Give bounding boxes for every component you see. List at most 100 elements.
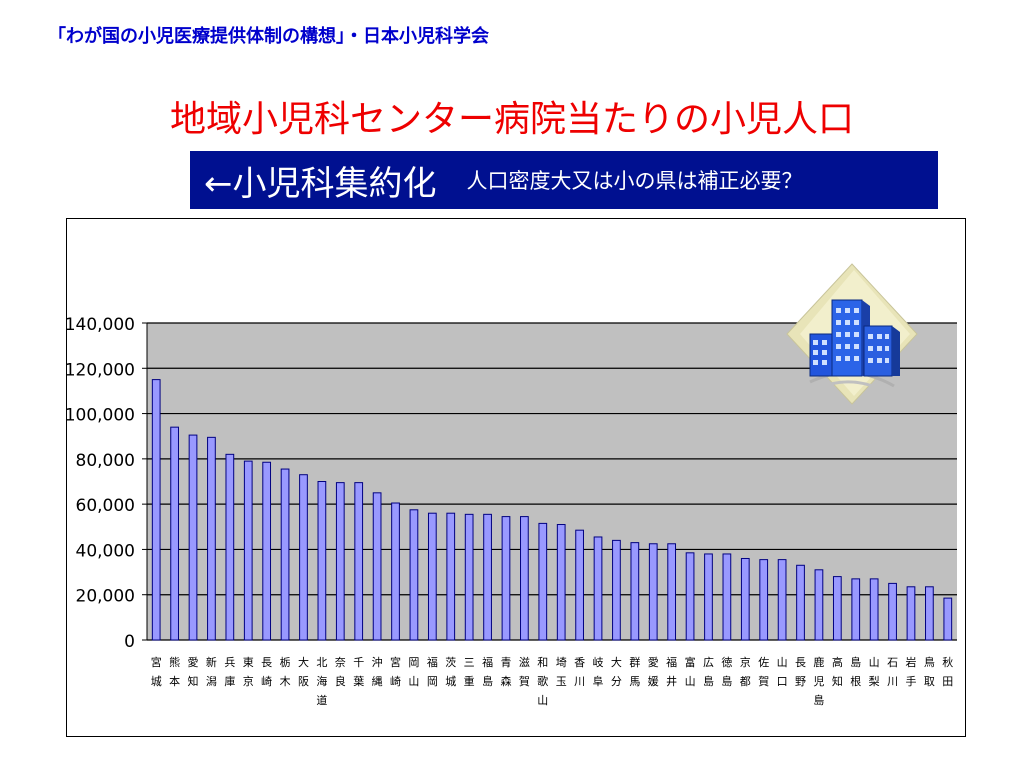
bar [667,543,677,641]
bar [501,516,511,641]
bar [612,539,621,641]
bar [593,536,603,641]
x-tick-label: 佐賀 [758,655,769,688]
x-tick-label: 愛媛 [648,656,659,688]
building-clipart-icon [786,263,918,405]
x-tick-label: 群馬 [629,655,640,688]
bar [777,559,787,641]
bar [943,597,953,641]
bar [464,513,474,641]
y-tick-label: 80,000 [76,451,135,471]
banner: ←小児科集約化 人口密度大又は小の県は補正必要？ [190,151,938,209]
x-tick-label: 福井 [666,655,677,688]
bar [427,512,437,641]
bar [170,426,179,641]
x-tick-label: 東京 [243,656,254,688]
x-tick-label: 宮崎 [390,655,401,688]
bar [354,482,364,641]
x-tick-label: 宮城 [151,655,162,688]
x-tick-label: 長野 [795,656,806,688]
bar [832,576,842,641]
x-tick-label: 香川 [574,656,585,688]
bar [740,557,750,641]
banner-main-text: ←小児科集約化 [204,163,437,204]
x-tick-label: 石川 [887,656,898,688]
x-tick-label: 鹿児島 [813,655,824,707]
x-tick-label: 秋田 [942,655,953,688]
x-tick-label: 島根 [850,655,861,688]
bar [317,481,327,641]
x-tick-label: 鳥取 [924,655,935,688]
bar [207,436,216,641]
x-tick-label: 福岡 [427,655,438,688]
bar [225,453,235,641]
bar [630,542,640,641]
bar [483,513,492,641]
y-tick-label: 140,000 [67,315,135,335]
x-tick-label: 長崎 [261,656,272,688]
bar [796,564,805,641]
x-tick-label: 熊本 [169,655,180,688]
x-tick-label: 北海道 [316,656,327,707]
x-tick-label: 岩手 [905,655,916,688]
x-tick-label: 千葉 [353,656,364,688]
bar [391,502,400,641]
x-tick-label: 大分 [611,655,622,688]
x-tick-label: 高知 [832,655,843,688]
bar [538,522,548,641]
bar [409,509,419,641]
x-tick-label: 京都 [740,655,751,688]
y-tick-label: 60,000 [76,496,135,516]
bar-chart: 0 20,000 40,000 60,000 80,000 100,000 120,000 1… [65,263,957,707]
chart-frame: 0 20,000 40,000 60,000 80,000 100,000 120,000 1… [65,218,966,737]
bar [925,586,934,641]
bar [722,553,732,641]
x-tick-label: 山梨 [869,656,880,688]
y-tick-label: 100,000 [67,406,135,426]
x-tick-label: 栃木 [280,655,291,688]
bar [262,461,272,641]
x-tick-label: 青森 [500,656,511,688]
source-citation: 「わが国の小児医療提供体制の構想」・日本小児科学会 [48,26,489,47]
x-tick-label: 広島 [703,656,714,688]
bar [869,578,879,641]
x-tick-label: 福島 [482,655,493,688]
x-tick-label: 徳島 [721,656,732,688]
y-tick-label: 20,000 [76,587,135,607]
bar [520,516,529,641]
bar [685,552,695,641]
x-tick-label: 新潟 [206,655,217,688]
x-tick-label: 和歌山 [537,656,548,707]
x-tick-label: 滋賀 [519,656,530,688]
bar [299,474,308,641]
x-tick-label: 富山 [685,655,696,688]
bar [446,512,456,641]
bar [759,559,769,641]
bar [556,524,566,641]
bar [151,379,161,641]
x-tick-label: 茨城 [445,655,456,688]
y-tick-label: 120,000 [67,360,135,380]
x-tick-label: 岡山 [408,656,419,688]
x-tick-label: 三重 [464,656,475,688]
x-tick-label: 山口 [777,656,788,688]
y-tick-label: 40,000 [76,541,135,561]
bar [648,543,658,641]
bar [335,482,345,641]
x-tick-label: 愛知 [188,656,199,688]
slide-title: 地域小児科センター病院当たりの小児人口 [169,99,854,140]
x-tick-label: 岐阜 [593,656,604,688]
bar [188,434,198,641]
x-tick-label: 大阪 [298,655,309,688]
x-tick-label: 奈良 [335,655,346,688]
bar [851,578,861,641]
y-tick-label: 0 [124,632,135,652]
banner-note-text: 人口密度大又は小の県は補正必要？ [466,169,803,193]
bar [243,460,253,641]
bar [814,569,824,641]
bar [575,529,584,641]
bar [906,586,916,641]
bar [280,468,290,641]
bar [704,553,713,641]
x-tick-label: 埼玉 [556,655,567,688]
